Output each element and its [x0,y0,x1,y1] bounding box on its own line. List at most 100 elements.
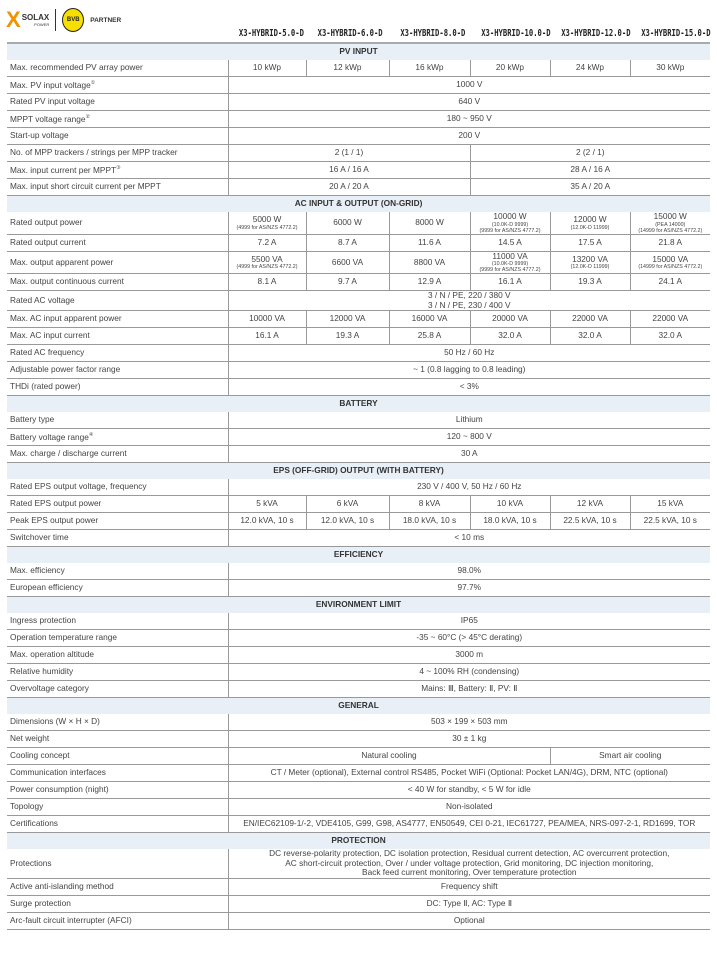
section-header: BATTERY [7,395,711,412]
spec-row: Certifications EN/IEC62109-1/-2, VDE4105,… [7,815,711,833]
spec-value: < 40 W for standby, < 5 W for idle [227,781,711,799]
spec-row: Surge protection DC: Type Ⅱ, AC: Type Ⅱ [7,895,711,913]
spec-label: Start-up voltage [7,127,228,145]
spec-label-text: Power consumption (night) [10,784,109,795]
spec-value-note: (10.0K-D 9999) (9999 for AS/NZS 4777.2) [479,261,541,273]
spec-value: 8.1 A [227,273,306,291]
spec-value-text: < 40 W for standby, < 5 W for idle [407,784,531,795]
spec-row: Relative humidity 4 ~ 100% RH (condensing… [7,663,711,681]
spec-value-text: 8.1 A [257,276,277,287]
spec-row: Max. charge / discharge current 30 A [7,445,711,463]
spec-value: 15 kVA [629,495,711,513]
spec-value: 14.5 A [469,234,550,252]
section-header: AC INPUT & OUTPUT (ON-GRID) [7,195,711,212]
spec-label: Rated EPS output power [7,495,228,513]
footnote-marker: ② [85,114,90,121]
spec-label: Max. operation altitude [7,646,228,664]
spec-label-text: European efficiency [10,582,83,593]
spec-label-text: Max. AC input current [10,330,90,341]
spec-label-text: Max. input short circuit current per MPP… [10,181,161,192]
spec-value-text: EN/IEC62109-1/-2, VDE4105, G99, G98, AS4… [243,818,696,829]
spec-value-text: 5500 VA [251,253,283,264]
spec-label: Rated output current [7,234,228,252]
spec-row: Rated AC frequency 50 Hz / 60 Hz [7,344,711,362]
spec-value: 7.2 A [227,234,306,252]
spec-value: 6600 VA [305,251,389,274]
spec-label-text: Peak EPS output power [10,515,99,526]
spec-value-text: 28 A / 16 A [570,164,611,175]
spec-label-text: Arc-fault circuit interrupter (AFCI) [10,914,132,925]
spec-value-text: 5 kVA [256,498,278,509]
spec-row: Rated output power 5000 W (4999 for AS/NZS… [7,212,711,235]
spec-row: No. of MPP trackers / strings per MPP tr… [7,144,711,162]
spec-value-text: 21.8 A [658,236,683,247]
spec-value: 200 V [227,127,711,145]
section-title: EFFICIENCY [7,546,711,563]
model-name: X3-HYBRID-10.0-D [481,28,551,39]
spec-value: 35 A / 20 A [469,178,711,196]
spec-value-text: 97.7% [457,582,482,593]
section-title: AC INPUT & OUTPUT (ON-GRID) [7,195,711,212]
spec-value-text: 22000 VA [572,313,608,324]
spec-label-text: Ingress protection [10,615,76,626]
spec-row: Rated output current 7.2 A 8.7 A 11.6 A 14.5… [7,234,711,252]
spec-value: 50 Hz / 60 Hz [227,344,711,362]
spec-value-text: 16.1 A [255,330,279,341]
spec-label: Topology [7,798,228,816]
spec-value: 22000 VA [549,310,630,328]
spec-label-text: Max. operation altitude [10,649,94,660]
spec-value-text: Frequency shift [440,880,498,891]
spec-label: Adjustable power factor range [7,361,228,379]
spec-value: 97.7% [227,579,711,597]
spec-label: Net weight [7,730,228,748]
spec-label-text: Max. output apparent power [10,256,114,267]
spec-row: Start-up voltage 200 V [7,127,711,145]
spec-value-text: 35 A / 20 A [570,181,611,192]
model-name: X3-HYBRID-6.0-D [317,28,383,39]
spec-value: 180 ~ 950 V [227,110,711,128]
spec-value-text: Non-isolated [445,801,493,812]
spec-value-text: 503 × 199 × 503 mm [430,716,508,727]
spec-label: Overvoltage category [7,680,228,698]
spec-value: 15000 W (PEA 14000) (14999 for AS/NZS 477… [629,212,711,235]
spec-value: 12000 VA [305,310,389,328]
spec-value-text: IP65 [460,615,478,626]
spec-value: 8800 VA [388,251,470,274]
spec-row: European efficiency 97.7% [7,579,711,597]
spec-row: Communication interfaces CT / Meter (opti… [7,764,711,782]
spec-value: 5500 VA (4999 for AS/NZS 4772.2) [227,251,306,274]
spec-value: 22.5 kVA, 10 s [549,512,630,530]
spec-value: 32.0 A [469,327,550,345]
spec-value-note: (12.0K-D 11999) [570,264,610,270]
spec-value: 32.0 A [629,327,711,345]
spec-label: Ingress protection [7,613,228,630]
spec-value-text: 10 kWp [252,62,282,73]
spec-value-text: 12.0 kVA, 10 s [240,515,294,526]
spec-value-text: 16.1 A [498,276,522,287]
spec-row: Rated EPS output power 5 kVA 6 kVA 8 kVA 10 … [7,495,711,513]
spec-value: 6000 W [305,212,389,235]
spec-value-text: 120 ~ 800 V [446,431,492,442]
spec-value-text: 30 kWp [656,62,685,73]
spec-value-text: 2 (2 / 1) [575,147,605,158]
spec-value-text: 20 A / 20 A [329,181,369,192]
spec-value-text: 20 kWp [495,62,525,73]
spec-value-text: 10000 W [493,212,527,221]
spec-value: 20 A / 20 A [227,178,470,196]
footnote-marker: ① [90,80,96,87]
spec-label-text: Rated output power [10,217,83,227]
spec-value: 16.1 A [469,273,550,291]
spec-value-text: 25.8 A [417,330,442,341]
spec-value: Mains: Ⅲ, Battery: Ⅱ, PV: Ⅱ [227,680,711,698]
spec-value-text: 24.1 A [658,276,683,287]
spec-label: Cooling concept [7,747,228,765]
model-name: X3-HYBRID-5.0-D [238,28,304,39]
spec-value: 16 kWp [388,60,470,77]
spec-label: Rated AC voltage [7,290,228,311]
spec-value-text: 32.0 A [498,330,522,341]
spec-label: Max. AC input apparent power [7,310,228,328]
spec-row: Max. AC input apparent power 10000 VA 1200… [7,310,711,328]
spec-label-text: THDi (rated power) [10,381,81,392]
spec-value: IP65 [227,613,711,630]
spec-value: 5000 W (4999 for AS/NZS 4772.2) [227,212,306,235]
